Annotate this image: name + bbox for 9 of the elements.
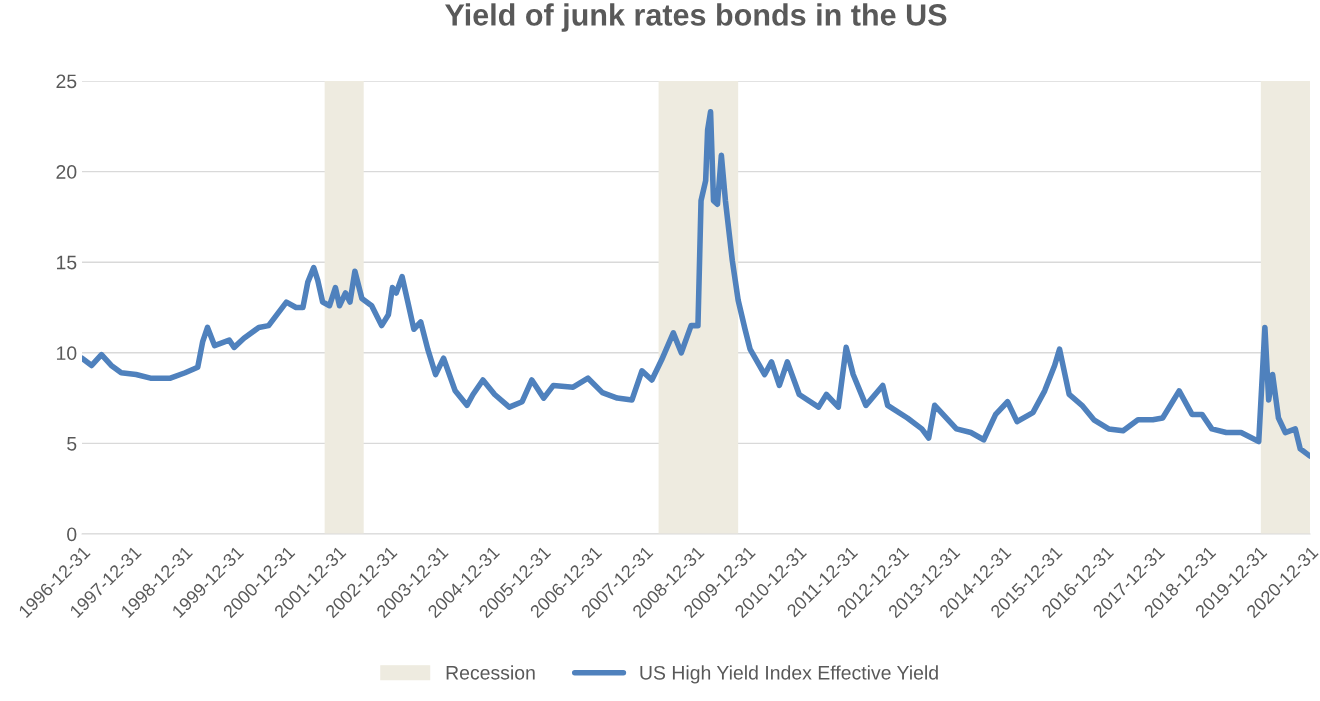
y-tick-label: 10 <box>57 346 77 361</box>
y-tick-label: 5 <box>67 437 77 451</box>
chart-title: Yield of junk rates bonds in the US <box>445 3 947 32</box>
y-tick-label: 0 <box>67 527 77 542</box>
legend-label: US High Yield Index Effective Yield <box>640 665 938 684</box>
y-tick-label: 25 <box>56 74 77 89</box>
legend-label: Recession <box>446 665 535 680</box>
y-tick-label: 20 <box>56 165 77 179</box>
y-tick-label: 15 <box>57 255 77 270</box>
